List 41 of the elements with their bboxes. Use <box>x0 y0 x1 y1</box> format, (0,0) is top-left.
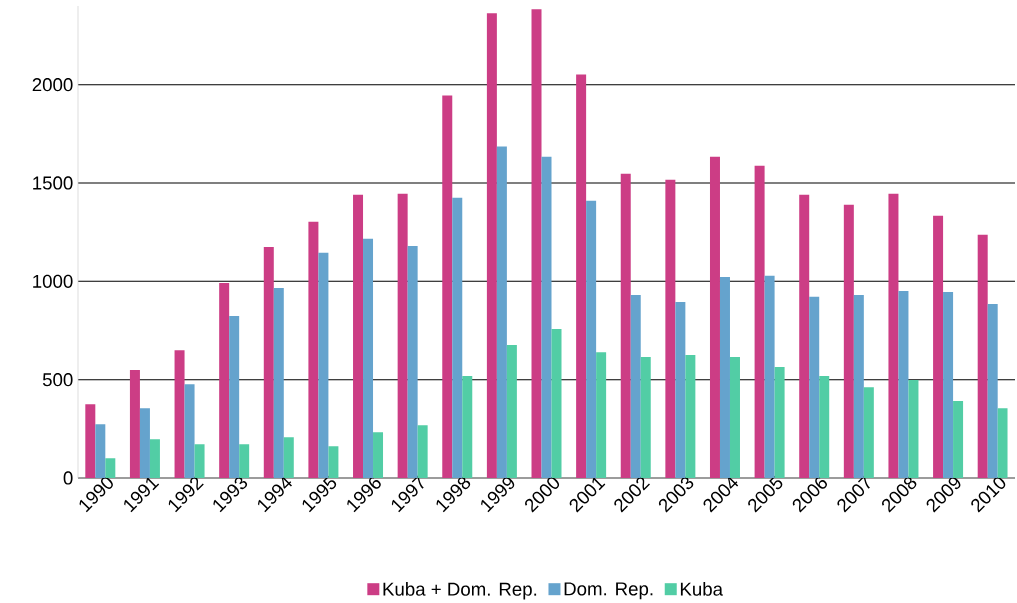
bar <box>129 370 140 479</box>
bar <box>719 277 730 479</box>
bar <box>987 303 998 479</box>
bar <box>953 401 964 479</box>
bar <box>531 9 542 479</box>
bar <box>373 432 384 479</box>
bar <box>496 146 507 479</box>
legend-label: Kuba + Dom. Rep. <box>383 582 537 600</box>
bar <box>809 296 820 479</box>
bar <box>709 156 720 479</box>
bar <box>105 458 116 479</box>
bar <box>819 376 830 479</box>
bar <box>541 156 552 479</box>
bar <box>551 328 562 479</box>
bar <box>506 345 517 479</box>
legend-label: Dom. Rep. <box>564 582 653 600</box>
bar <box>933 215 944 479</box>
bar <box>139 408 150 479</box>
bar <box>799 194 810 479</box>
bar <box>283 437 294 479</box>
bar <box>363 238 374 479</box>
bar <box>273 288 284 479</box>
bar <box>943 291 954 479</box>
bar <box>486 13 497 479</box>
bar <box>977 234 988 479</box>
y-tick-label: 1500 <box>33 176 73 190</box>
bar <box>997 408 1008 479</box>
bar <box>729 357 740 479</box>
bar <box>149 439 160 479</box>
bar <box>95 424 106 479</box>
y-tick-label: 0 <box>63 471 73 485</box>
y-tick-label: 2000 <box>32 78 73 92</box>
bar <box>85 404 96 479</box>
bar <box>576 74 587 479</box>
bar <box>263 246 274 479</box>
bar <box>596 352 607 479</box>
bar <box>586 200 597 479</box>
y-tick-label: 1000 <box>33 274 73 288</box>
y-tick-label: 500 <box>42 373 73 387</box>
legend-label: Kuba <box>680 582 724 596</box>
bar <box>353 194 364 479</box>
